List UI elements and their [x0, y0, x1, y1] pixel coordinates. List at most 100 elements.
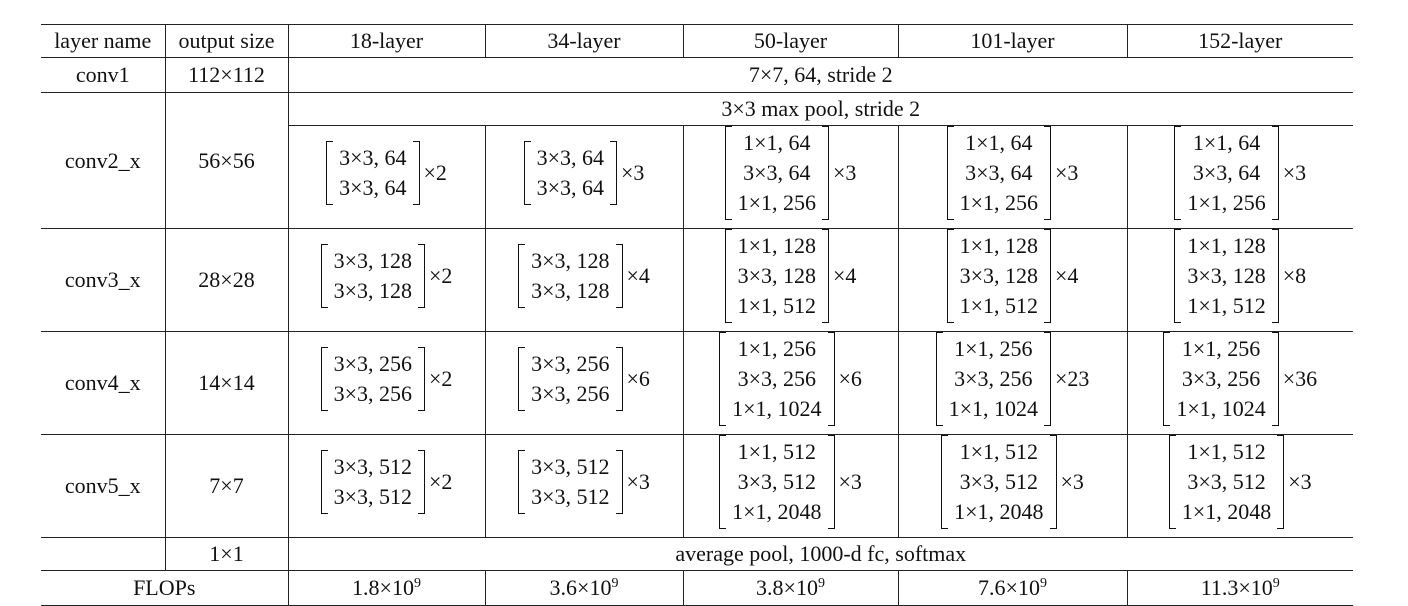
- block-layer: 3×3, 256: [531, 381, 610, 406]
- block-layers: 1×1, 256 3×3, 256 1×1, 1024: [1170, 334, 1271, 424]
- right-bracket: [412, 141, 420, 205]
- right-bracket: [1044, 332, 1051, 426]
- residual-block: 3×3, 256 3×3, 256 ×6: [518, 347, 650, 411]
- block-layers: 3×3, 64 3×3, 64: [333, 143, 412, 203]
- block-layer: 3×3, 128: [333, 278, 412, 303]
- block-layer: 3×3, 256: [954, 366, 1033, 391]
- residual-block: 1×1, 64 3×3, 64 1×1, 256 ×3: [946, 126, 1078, 220]
- block-layer: 1×1, 512: [1187, 439, 1266, 464]
- block-layer: 3×3, 128: [333, 248, 412, 273]
- right-bracket: [1271, 229, 1279, 323]
- block-layers: 3×3, 512 3×3, 512: [328, 452, 418, 512]
- left-bracket: [724, 229, 732, 323]
- block-cell: 1×1, 128 3×3, 128 1×1, 512 ×4: [897, 228, 1127, 332]
- flops-exponent: 9: [1039, 576, 1047, 591]
- block-cell: 1×1, 256 3×3, 256 1×1, 1024 ×36: [1126, 331, 1353, 435]
- table-row: 1×1 average pool, 1000-d fc, softmax: [41, 537, 1353, 571]
- residual-block: 3×3, 512 3×3, 512 ×3: [518, 450, 650, 514]
- block-cell: 3×3, 512 3×3, 512 ×2: [287, 434, 485, 538]
- right-bracket: [418, 347, 425, 411]
- right-bracket: [615, 450, 623, 514]
- block-layer: 3×3, 512: [531, 454, 610, 479]
- residual-block: 3×3, 64 3×3, 64 ×3: [523, 141, 645, 205]
- repeat-count: ×3: [1288, 469, 1312, 494]
- table-row: 3×3, 64 3×3, 64 ×2 3×3, 64 3×3, 64 ×3 1×1, 64 3…: [41, 125, 1353, 229]
- left-bracket: [518, 347, 526, 411]
- block-layer: 1×1, 2048: [1181, 499, 1272, 524]
- residual-block: 1×1, 512 3×3, 512 1×1, 2048 ×3: [719, 435, 862, 529]
- output-size-cell: 28×28: [164, 228, 288, 332]
- block-layers: 3×3, 128 3×3, 128: [525, 246, 615, 306]
- flops-mantissa: 3.6×10: [549, 575, 612, 600]
- block-cell: 1×1, 64 3×3, 64 1×1, 256 ×3: [1126, 125, 1353, 229]
- residual-block: 1×1, 512 3×3, 512 1×1, 2048 ×3: [1168, 435, 1312, 529]
- block-cell: 3×3, 512 3×3, 512 ×3: [484, 434, 683, 538]
- block-layers: 1×1, 512 3×3, 512 1×1, 2048: [948, 437, 1049, 527]
- residual-block: 1×1, 512 3×3, 512 1×1, 2048 ×3: [941, 435, 1084, 529]
- repeat-count: ×4: [626, 263, 650, 288]
- repeat-count: ×3: [621, 160, 645, 185]
- repeat-count: ×2: [429, 469, 453, 494]
- residual-block: 1×1, 64 3×3, 64 1×1, 256 ×3: [1174, 126, 1306, 220]
- right-bracket: [822, 229, 829, 323]
- right-bracket: [1271, 332, 1279, 426]
- block-layers: 3×3, 64 3×3, 64: [531, 143, 610, 203]
- flops-mantissa: 1.8×10: [352, 575, 414, 600]
- block-layer: 1×1, 128: [737, 233, 816, 258]
- block-layer: 3×3, 256: [1181, 366, 1261, 391]
- header-cell: 50-layer: [682, 24, 898, 58]
- block-layers: 1×1, 256 3×3, 256 1×1, 1024: [726, 334, 827, 424]
- block-layer: 3×3, 256: [333, 381, 412, 406]
- block-layer: 3×3, 512: [959, 469, 1038, 494]
- block-layers: 1×1, 512 3×3, 512 1×1, 2048: [726, 437, 827, 527]
- block-layers: 3×3, 128 3×3, 128: [328, 246, 418, 306]
- block-layer: 3×3, 64: [536, 145, 604, 170]
- block-layer: 3×3, 512: [531, 484, 610, 509]
- layer-name-cell: conv5_x: [64, 473, 141, 498]
- block-layer: 3×3, 128: [737, 263, 816, 288]
- table-row: conv1 112×112 7×7, 64, stride 2: [41, 57, 1353, 93]
- block-layer: 1×1, 2048: [954, 499, 1044, 524]
- residual-block: 3×3, 256 3×3, 256 ×2: [320, 347, 452, 411]
- left-bracket: [941, 435, 949, 529]
- flops-value: 3.6×109: [484, 570, 683, 606]
- left-bracket: [1174, 229, 1182, 323]
- block-layer: 1×1, 512: [737, 293, 816, 318]
- header-cell: layer name: [54, 28, 152, 53]
- right-bracket: [615, 347, 623, 411]
- block-layer: 3×3, 256: [737, 366, 816, 391]
- repeat-count: ×3: [833, 160, 857, 185]
- header-cell: 18-layer: [287, 24, 485, 58]
- output-size-cell: 1×1: [164, 537, 288, 571]
- block-layer: 3×3, 128: [1187, 263, 1266, 288]
- left-bracket: [320, 347, 328, 411]
- flops-exponent: 9: [611, 576, 619, 591]
- repeat-count: ×2: [423, 160, 447, 185]
- flops-value: 1.8×109: [287, 570, 485, 606]
- repeat-count: ×23: [1055, 366, 1090, 391]
- layer-name-cell: conv2_x: [64, 147, 141, 173]
- block-layer: 3×3, 64: [339, 175, 407, 200]
- repeat-count: ×8: [1282, 263, 1307, 288]
- block-layer: 3×3, 256: [531, 351, 610, 376]
- left-bracket: [326, 141, 334, 205]
- header-cell: 152-layer: [1126, 24, 1353, 58]
- block-cell: 1×1, 128 3×3, 128 1×1, 512 ×8: [1126, 228, 1353, 332]
- repeat-count: ×6: [838, 366, 862, 391]
- block-cell: 1×1, 512 3×3, 512 1×1, 2048 ×3: [897, 434, 1127, 538]
- residual-block: 1×1, 128 3×3, 128 1×1, 512 ×4: [946, 229, 1078, 323]
- header-cell: 34-layer: [484, 24, 683, 58]
- architecture-table: layer name output size 18-layer 34-layer…: [41, 24, 1353, 606]
- block-cell: 1×1, 64 3×3, 64 1×1, 256 ×3: [897, 125, 1127, 229]
- layer-name-cell: conv3_x: [64, 267, 141, 292]
- flops-exponent: 9: [817, 576, 825, 591]
- residual-block: 3×3, 64 3×3, 64 ×2: [326, 141, 447, 205]
- block-layer: 1×1, 256: [1181, 336, 1261, 361]
- left-bracket: [1163, 332, 1171, 426]
- block-layer: 1×1, 64: [743, 130, 811, 155]
- output-size-cell: 112×112: [164, 57, 288, 93]
- left-bracket: [946, 229, 954, 323]
- table-row: conv4_x 14×14 3×3, 256 3×3, 256 ×2 3×3, 256 3×…: [41, 331, 1353, 435]
- flops-value: 11.3×109: [1126, 570, 1353, 606]
- block-cell: 3×3, 256 3×3, 256 ×6: [484, 331, 683, 435]
